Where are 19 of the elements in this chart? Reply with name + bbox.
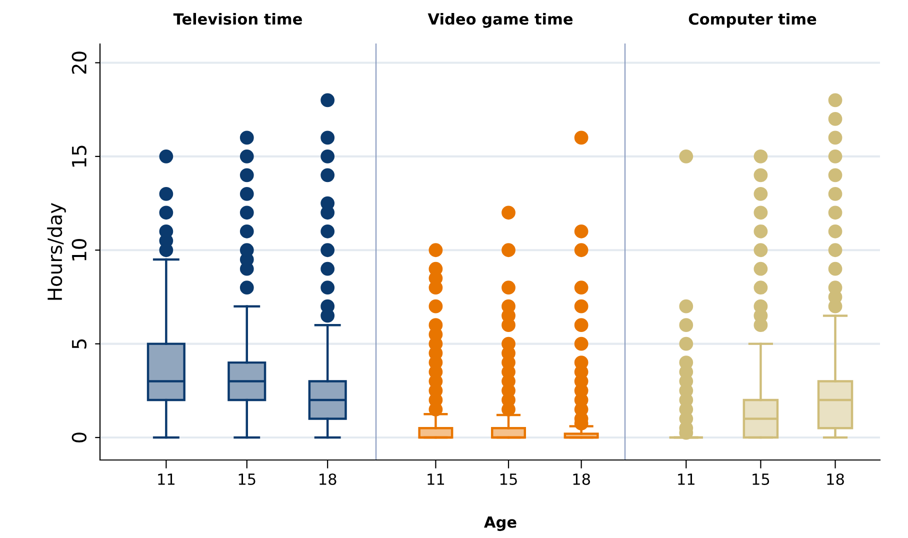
chart-title: Computer time xyxy=(688,12,816,28)
chart-title: Video game time xyxy=(428,12,573,28)
x-axis-title: Age xyxy=(484,516,516,531)
x-tick-label: 11 xyxy=(678,474,694,485)
x-tick-label: 15 xyxy=(238,474,256,486)
y-tick-label: 10 xyxy=(72,239,87,260)
x-tick-label: 18 xyxy=(827,473,844,486)
x-tick-label: 18 xyxy=(573,473,590,486)
y-tick-label: 0 xyxy=(72,432,87,442)
x-tick-label: 15 xyxy=(752,474,770,486)
y-tick-label: 20 xyxy=(72,52,87,74)
chart-title: Television time xyxy=(173,12,302,25)
y-tick-label: 5 xyxy=(72,339,87,349)
y-axis-title: Hours/day xyxy=(47,202,66,300)
x-tick-label: 11 xyxy=(428,474,444,485)
x-tick-label: 11 xyxy=(158,474,174,485)
x-tick-label: 15 xyxy=(500,474,517,486)
y-tick-label: 15 xyxy=(72,146,87,167)
x-tick-label: 18 xyxy=(320,473,336,486)
